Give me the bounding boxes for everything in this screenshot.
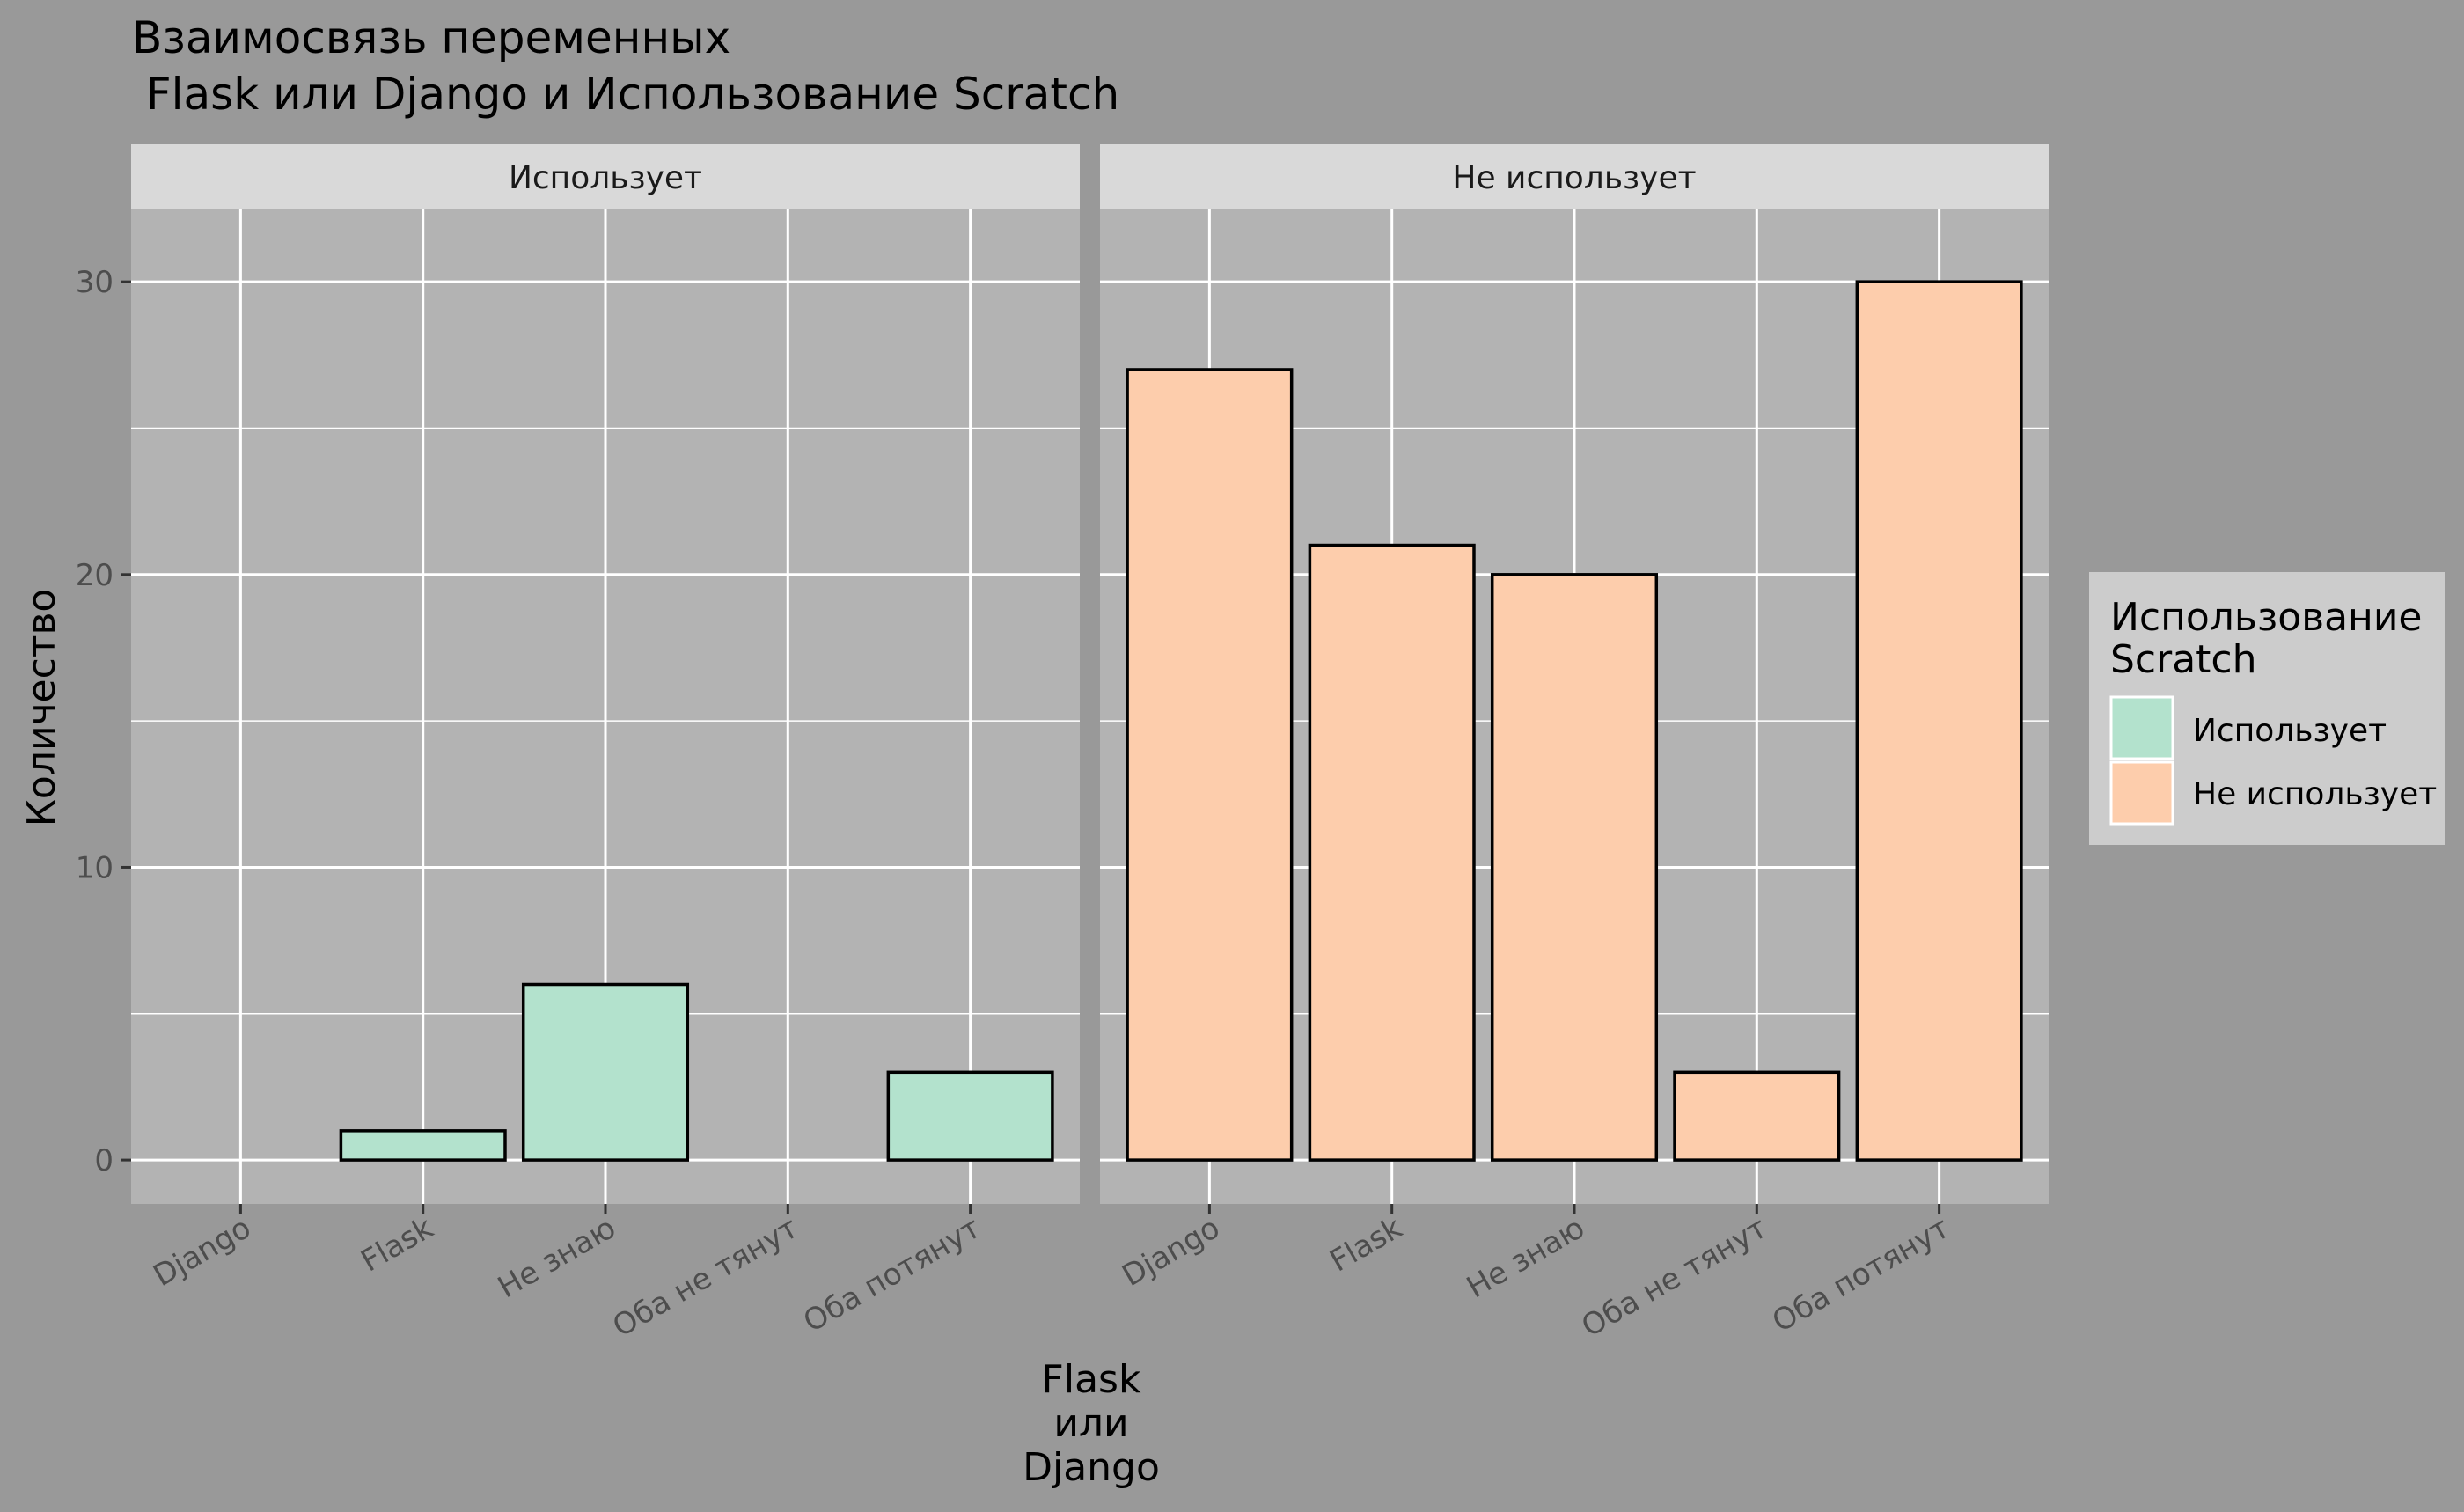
legend-title-line-2: Scratch [2110, 637, 2257, 682]
bar [1308, 543, 1476, 1162]
y-tick-label: 10 [76, 850, 114, 885]
bar [339, 1129, 507, 1162]
legend-label-not-uses: Не использует [2193, 776, 2437, 812]
bar [521, 982, 690, 1162]
x-axis-title-line-2: или [1053, 1401, 1128, 1446]
bar [1673, 1070, 1841, 1162]
chart-title-line-2: Flask или Django и Использование Scratch [132, 69, 1119, 120]
legend: Использование Scratch Использует Не испо… [2089, 572, 2445, 845]
bar [1126, 368, 1294, 1162]
facet-strip [131, 144, 1080, 209]
bar [1490, 573, 1659, 1162]
y-tick-label: 0 [94, 1143, 114, 1178]
y-axis-title: Количество [19, 589, 64, 827]
y-tick-label: 30 [76, 265, 114, 300]
bar [886, 1070, 1054, 1162]
y-tick-label: 20 [76, 558, 114, 593]
facet-strip-label: Не использует [1452, 160, 1696, 196]
x-axis-title-line-1: Flask [1042, 1357, 1141, 1402]
bar [1855, 280, 2023, 1162]
facet-strip [1100, 144, 2049, 209]
legend-title-line-1: Использование [2110, 595, 2423, 640]
x-axis-title-line-3: Django [1023, 1445, 1160, 1490]
facet-strip-label: Использует [509, 160, 702, 196]
legend-key-not-uses [2109, 760, 2174, 826]
chart-title-line-1: Взаимосвязь переменных [132, 12, 730, 63]
legend-key-uses [2109, 695, 2174, 760]
legend-label-uses: Использует [2193, 713, 2387, 749]
